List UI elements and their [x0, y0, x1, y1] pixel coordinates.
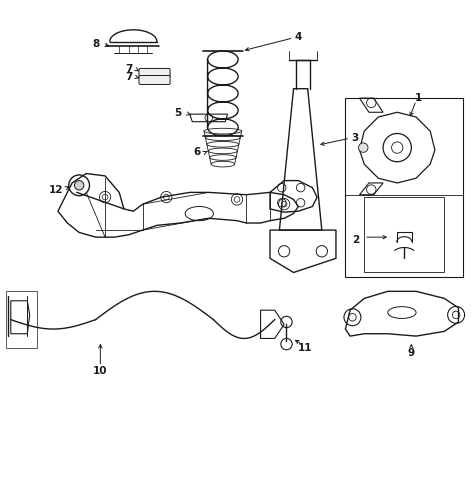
Text: 7: 7: [125, 64, 132, 74]
Text: 2: 2: [353, 235, 360, 244]
Text: 1: 1: [415, 93, 422, 103]
Text: 8: 8: [92, 39, 99, 49]
Text: 9: 9: [408, 348, 415, 358]
Bar: [364, 197, 444, 273]
Text: 4: 4: [294, 32, 302, 42]
FancyBboxPatch shape: [139, 76, 170, 84]
Text: 10: 10: [93, 366, 108, 376]
Circle shape: [74, 181, 84, 190]
Circle shape: [358, 143, 368, 152]
Bar: [346, 98, 463, 277]
Text: 7: 7: [125, 72, 132, 82]
Text: 6: 6: [193, 148, 201, 157]
Text: 12: 12: [48, 185, 63, 195]
Text: 11: 11: [298, 343, 312, 353]
Text: 3: 3: [351, 133, 358, 143]
FancyBboxPatch shape: [139, 68, 170, 78]
Text: 5: 5: [174, 108, 182, 118]
